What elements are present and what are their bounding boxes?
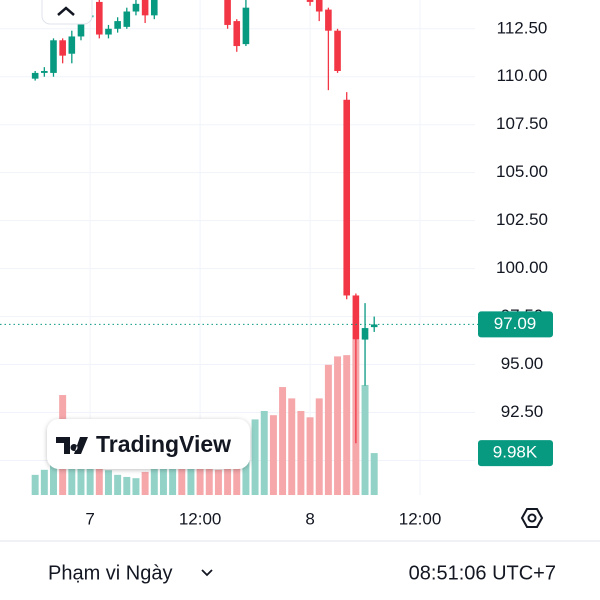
volume-bar — [77, 455, 85, 495]
price-label-box — [478, 311, 553, 338]
range-selector[interactable]: Phạm vi Ngày — [48, 562, 213, 584]
price-pane — [31, 0, 378, 444]
logo-icon — [56, 437, 88, 454]
candle-body — [343, 99, 351, 296]
settings-button[interactable] — [520, 508, 544, 528]
volume-bar — [68, 445, 76, 495]
candle-body — [114, 21, 121, 29]
candle-body — [242, 7, 250, 45]
y-tick-label: 110.00 — [497, 66, 548, 85]
y-tick-label: 92.50 — [501, 402, 544, 421]
volume-bar — [141, 471, 149, 495]
candle-body — [141, 0, 149, 16]
grid — [0, 0, 475, 495]
volume-bar — [95, 450, 103, 495]
volume-label-box — [478, 440, 553, 467]
collapse-button[interactable] — [41, 0, 93, 25]
candle-body — [306, 0, 314, 2]
volume-bar — [132, 478, 140, 495]
volume-bar — [242, 445, 250, 495]
candle-body — [77, 17, 85, 37]
volume-label: 9.98K — [493, 443, 538, 462]
y-tick-label: 105.00 — [496, 162, 548, 181]
gear-icon — [520, 508, 544, 528]
volume-bar — [306, 417, 314, 495]
x-tick-label: 7 — [85, 509, 94, 528]
candle-body — [150, 0, 158, 16]
volume-bar — [297, 411, 305, 495]
candle-body — [105, 28, 112, 35]
volume-bar — [159, 463, 167, 495]
volume-bar — [361, 384, 369, 495]
candle-body — [132, 3, 140, 12]
y-tick-label: 95.00 — [501, 354, 544, 373]
candle-body — [334, 30, 341, 71]
volume-bar — [370, 453, 378, 495]
volume-bar — [196, 455, 204, 495]
volume-bar — [205, 460, 213, 495]
volume-bar — [343, 355, 351, 495]
volume-bar — [233, 455, 241, 495]
price-axis: 90.0092.5095.0097.50100.00102.50105.0010… — [0, 18, 553, 469]
price-label: 97.09 — [494, 314, 537, 333]
gear-hole — [527, 513, 537, 523]
volume-pane — [31, 340, 378, 495]
y-tick-label: 100.00 — [496, 258, 548, 277]
volume-bar — [334, 356, 342, 495]
y-tick-label: 112.50 — [497, 18, 548, 37]
chevron-icon — [57, 6, 75, 16]
volume-bar — [40, 469, 48, 495]
candle-body — [123, 11, 131, 27]
volume-bar — [50, 464, 57, 495]
candle-body — [50, 40, 57, 73]
volume-bar — [251, 419, 259, 495]
logo-text: TradingView — [96, 431, 231, 457]
volume-bar — [187, 465, 195, 495]
candle-body — [325, 9, 332, 31]
candle-body — [59, 40, 66, 56]
candle-body — [96, 1, 103, 35]
candle-body — [352, 295, 360, 340]
volume-bar — [104, 470, 112, 495]
x-tick-label: 12:00 — [399, 509, 442, 528]
x-tick-label: 12:00 — [179, 509, 222, 528]
volume-bar — [288, 398, 296, 495]
volume-bar — [260, 411, 268, 495]
y-tick-label: 107.50 — [496, 114, 548, 133]
x-tick-label: 8 — [305, 509, 314, 528]
volume-bar — [123, 476, 131, 495]
volume-bar — [224, 450, 232, 495]
volume-bar — [269, 415, 277, 495]
candle-body — [233, 21, 241, 47]
volume-bar — [86, 460, 94, 495]
logo-box — [47, 419, 250, 469]
volume-bar — [150, 460, 158, 495]
candle-body — [41, 70, 48, 73]
candle-body — [31, 72, 39, 79]
volume-bar — [214, 469, 222, 495]
volume-bar — [324, 364, 332, 495]
dropdown-icon — [201, 569, 213, 577]
volume-bar — [31, 474, 39, 495]
volume-bar — [114, 474, 122, 495]
range-label: Phạm vi Ngày — [48, 562, 173, 584]
button-box — [41, 0, 93, 25]
volume-bar — [315, 398, 323, 495]
y-tick-label: 102.50 — [496, 210, 548, 229]
candle-body — [68, 36, 76, 54]
candle-body — [315, 0, 323, 12]
candle-body — [224, 0, 231, 25]
clock: 08:51:06 UTC+7 — [409, 562, 556, 584]
volume-bar — [178, 460, 186, 495]
volume-bar — [169, 455, 177, 495]
candle-body — [370, 324, 378, 328]
volume-bar — [279, 387, 287, 495]
candle-body — [361, 328, 369, 340]
logo-badge[interactable]: TradingView — [47, 419, 250, 469]
